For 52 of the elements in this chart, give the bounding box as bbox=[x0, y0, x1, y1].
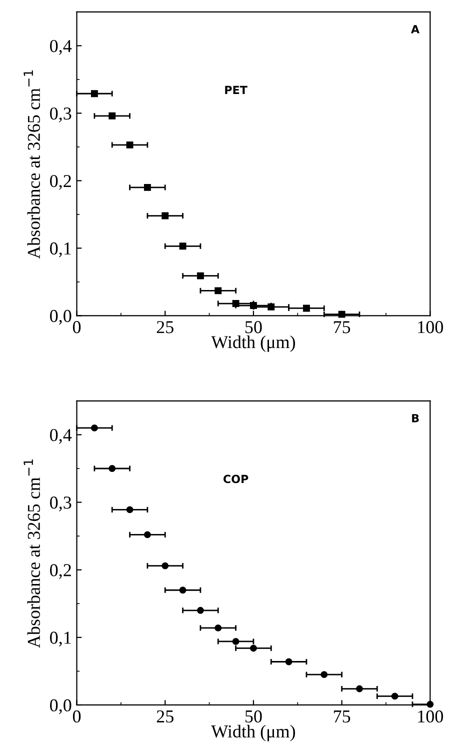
point bbox=[162, 212, 169, 220]
point bbox=[108, 465, 116, 472]
y-tick-label: 0,2 bbox=[50, 564, 71, 579]
point bbox=[126, 141, 134, 148]
x-tick-label: 0 bbox=[72, 321, 81, 334]
x-tick-label: 25 bbox=[156, 321, 174, 334]
point bbox=[302, 304, 310, 312]
annotation: B bbox=[412, 414, 419, 422]
x-tick-label: 25 bbox=[156, 710, 174, 723]
y-tick-label: 0,4 bbox=[50, 428, 72, 444]
point bbox=[179, 242, 186, 250]
point bbox=[126, 506, 134, 514]
point bbox=[144, 531, 151, 538]
point bbox=[179, 586, 186, 594]
y-tick-label: 0,4 bbox=[50, 40, 72, 55]
y-axis-title: Absorbance at 3265 cm$^{−1}$ bbox=[24, 70, 40, 259]
annotation: PET bbox=[225, 86, 248, 94]
point bbox=[144, 184, 151, 191]
y-tick-label: 0,1 bbox=[50, 242, 71, 258]
x-tick-label: 100 bbox=[418, 710, 443, 723]
x-tick-label: 0 bbox=[72, 710, 81, 723]
point bbox=[196, 606, 204, 614]
y-tick-label: 0,0 bbox=[50, 699, 72, 714]
y-tick-label: 0,1 bbox=[50, 632, 71, 646]
x-tick-label: 50 bbox=[245, 710, 262, 723]
x-tick-label: 75 bbox=[334, 710, 350, 723]
annotation: A bbox=[410, 25, 420, 34]
x-axis-title: Width (μm) bbox=[211, 336, 296, 352]
point bbox=[196, 272, 204, 280]
point bbox=[90, 424, 98, 432]
point bbox=[250, 644, 257, 652]
point bbox=[232, 638, 240, 645]
x-axis-title: Width (μm) bbox=[211, 724, 296, 742]
point bbox=[320, 671, 328, 678]
annotation: COP bbox=[223, 474, 248, 484]
y-axis-title: Absorbance at 3265 cm$^{−1}$ bbox=[24, 460, 40, 648]
y-tick-label: 0,3 bbox=[50, 107, 72, 122]
x-tick-label: 100 bbox=[418, 321, 443, 334]
y-tick-label: 0,3 bbox=[50, 496, 72, 512]
point bbox=[90, 90, 98, 98]
x-tick-label: 75 bbox=[334, 321, 350, 334]
y-tick-label: 0,2 bbox=[50, 174, 71, 190]
point bbox=[108, 112, 116, 120]
point bbox=[356, 685, 363, 692]
x-tick-label: 50 bbox=[245, 321, 262, 334]
point bbox=[214, 624, 222, 632]
point bbox=[214, 287, 222, 294]
y-tick-label: 0,0 bbox=[50, 310, 72, 325]
point bbox=[338, 310, 346, 318]
point bbox=[285, 658, 292, 666]
point bbox=[391, 692, 398, 700]
point bbox=[162, 562, 169, 570]
